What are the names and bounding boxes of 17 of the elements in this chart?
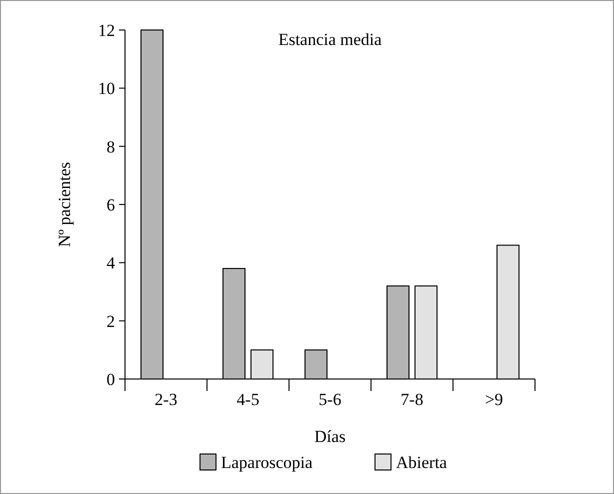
y-tick-label: 10 [98,79,115,98]
x-tick-label: 5-6 [318,390,342,409]
x-tick-label: 7-8 [400,390,424,409]
y-tick-label: 4 [106,254,116,273]
x-tick-label: 2-3 [154,390,178,409]
legend-label: Abierta [396,452,448,472]
legend-label: Laparoscopia [221,452,314,472]
y-tick-label: 0 [106,370,115,389]
y-tick-label: 12 [98,20,115,40]
y-tick-label: 6 [106,195,115,214]
y-tick-label: 2 [106,312,115,331]
x-axis-title: Días [314,427,346,446]
x-tick-label: 4-5 [236,390,260,409]
y-axis-title: Nº pacientes [55,162,74,248]
x-tick-label: >9 [484,390,504,409]
y-tick-label: 8 [106,137,115,156]
chart-title: Estancia media [278,30,382,49]
